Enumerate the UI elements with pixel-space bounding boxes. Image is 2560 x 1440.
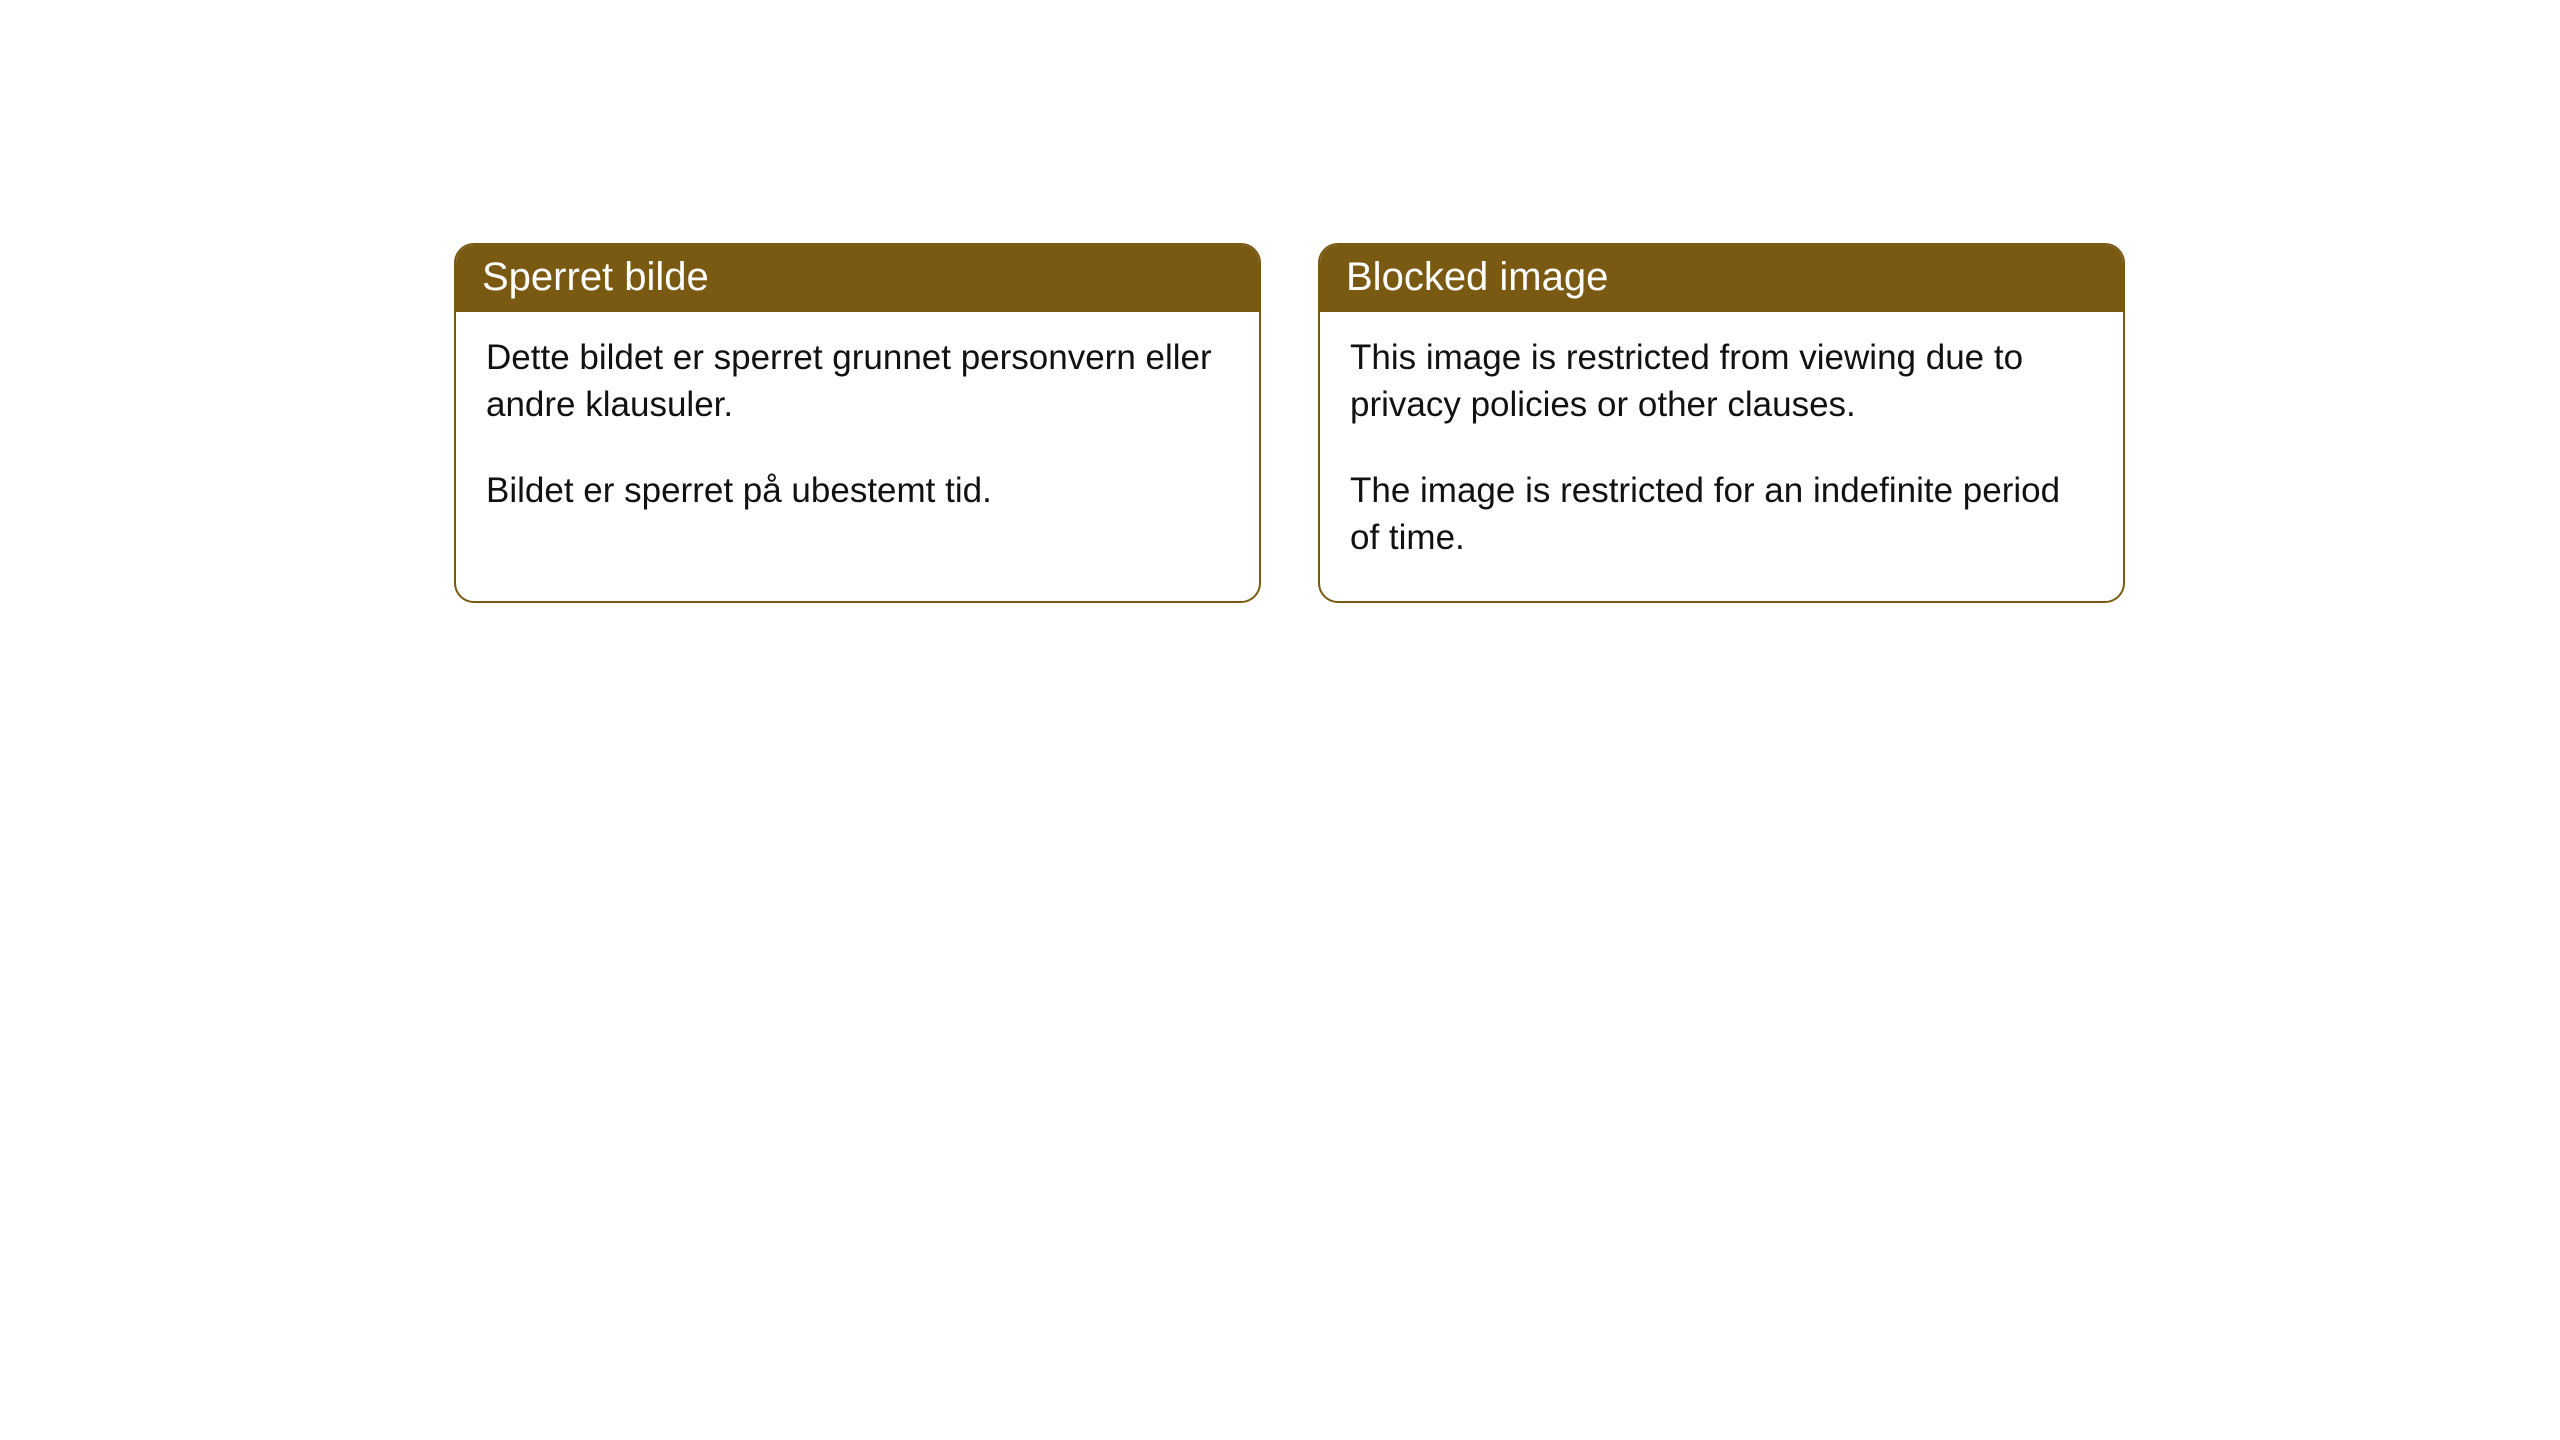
card-body: This image is restricted from viewing du…	[1320, 312, 2123, 601]
blocked-image-card-en: Blocked image This image is restricted f…	[1318, 243, 2125, 603]
card-body: Dette bildet er sperret grunnet personve…	[456, 312, 1259, 554]
card-paragraph: This image is restricted from viewing du…	[1350, 334, 2093, 429]
card-header: Blocked image	[1320, 245, 2123, 312]
card-title: Sperret bilde	[482, 255, 709, 299]
card-paragraph: Dette bildet er sperret grunnet personve…	[486, 334, 1229, 429]
blocked-image-card-no: Sperret bilde Dette bildet er sperret gr…	[454, 243, 1261, 603]
card-paragraph: Bildet er sperret på ubestemt tid.	[486, 467, 1229, 514]
card-header: Sperret bilde	[456, 245, 1259, 312]
card-title: Blocked image	[1346, 255, 1608, 299]
card-paragraph: The image is restricted for an indefinit…	[1350, 467, 2093, 562]
notice-cards-container: Sperret bilde Dette bildet er sperret gr…	[454, 243, 2125, 603]
